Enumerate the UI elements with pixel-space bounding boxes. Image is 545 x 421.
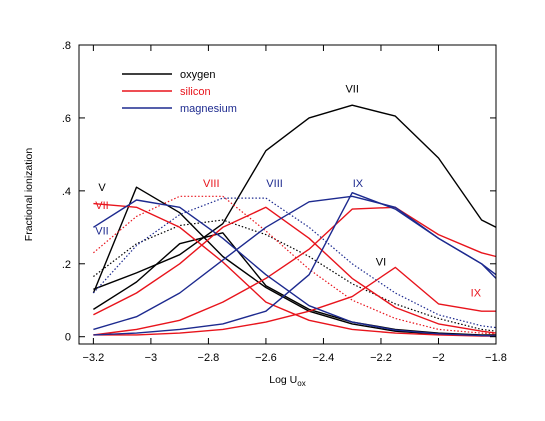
series-layer bbox=[92, 104, 497, 337]
ion-label: VIII bbox=[203, 178, 220, 190]
x-axis-title-main: Log U bbox=[269, 374, 297, 386]
series-line-silicon-viii-dotted bbox=[93, 195, 497, 335]
y-tick-label: .8 bbox=[62, 40, 71, 52]
series-line-silicon-vii bbox=[93, 206, 497, 334]
ion-label: VII bbox=[345, 83, 358, 95]
y-tick-label: .6 bbox=[62, 113, 71, 125]
x-tick-label: −1.8 bbox=[485, 352, 507, 364]
legend-label: magnesium bbox=[180, 103, 237, 115]
series-line-oxygen-vi-dotted bbox=[93, 219, 497, 332]
x-tick-label: −2.8 bbox=[198, 352, 220, 364]
series-line-oxygen-vii bbox=[93, 104, 497, 290]
ion-label: VII bbox=[95, 200, 108, 212]
legend-label: oxygen bbox=[180, 69, 215, 81]
ion-label: IX bbox=[471, 288, 482, 300]
ticks-layer: −3.2 −3 −2.8 −2.6 −2.4 −2.2 −2 −1.8 0 .2 .4 .6 .8 bbox=[62, 40, 507, 364]
series-line-silicon-vii bbox=[93, 202, 496, 337]
x-tick-label: −2.4 bbox=[313, 352, 335, 364]
y-axis-title: Fractional ionization bbox=[23, 148, 35, 242]
y-tick-label: .4 bbox=[62, 186, 71, 198]
y-tick-label: 0 bbox=[65, 332, 71, 344]
x-tick-label: −3.2 bbox=[83, 352, 105, 364]
plot-frame bbox=[78, 44, 497, 345]
x-tick-label: −3 bbox=[145, 352, 158, 364]
x-tick-label: −2.2 bbox=[370, 352, 392, 364]
x-tick-label: −2 bbox=[432, 352, 445, 364]
ion-label: VII bbox=[95, 226, 108, 238]
series-line-silicon-viii bbox=[93, 206, 497, 336]
series-line-magnesium-vii bbox=[93, 199, 497, 337]
ion-label: IX bbox=[353, 178, 364, 190]
x-axis-title: Log Uox bbox=[269, 374, 305, 388]
legend-label: silicon bbox=[180, 86, 211, 98]
ion-label: VIII bbox=[266, 178, 283, 190]
y-tick-label: .2 bbox=[62, 259, 71, 271]
series-line-silicon-ix bbox=[93, 266, 496, 336]
x-tick-label: −2.6 bbox=[255, 352, 277, 364]
series-line-magnesium-ix bbox=[93, 191, 497, 336]
ion-label: V bbox=[98, 182, 106, 194]
x-axis-title-subscript: ox bbox=[297, 379, 305, 388]
legend: oxygen silicon magnesium bbox=[122, 69, 237, 115]
annotations-layer: VII V VII VII VIII VIII IX VI IX bbox=[95, 83, 481, 299]
ion-label: VI bbox=[376, 257, 386, 269]
